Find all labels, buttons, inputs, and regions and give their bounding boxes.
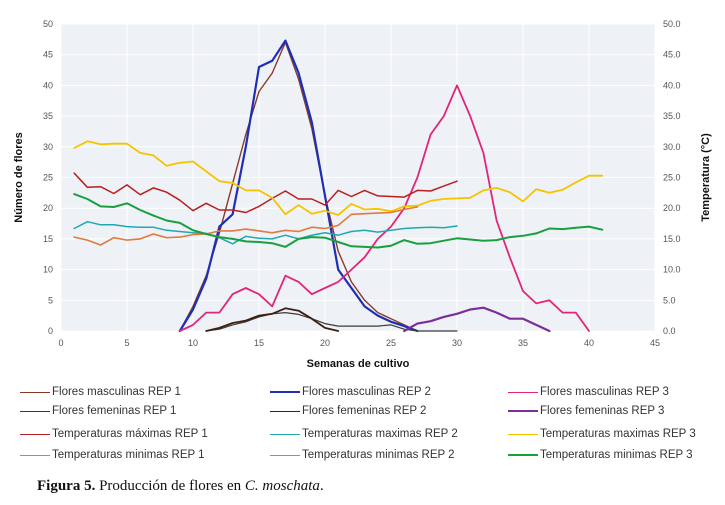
x-tick-label: 5 <box>124 338 129 348</box>
series-line-3 <box>178 84 590 332</box>
legend-label: Temperaturas minimas REP 2 <box>302 449 455 461</box>
series-line-12 <box>73 193 604 249</box>
legend-item: Flores masculinas REP 3 <box>508 384 669 400</box>
x-tick-label: 25 <box>386 338 396 348</box>
legend-label: Temperaturas maximas REP 2 <box>302 428 458 440</box>
legend-item: Flores femeninas REP 3 <box>508 403 664 419</box>
legend-swatch <box>270 391 300 393</box>
legend-swatch <box>20 454 50 456</box>
series-line-7 <box>73 172 458 214</box>
legend-swatch <box>20 433 50 435</box>
y-right-tick-label: 5.0 <box>663 295 676 305</box>
series-line-1 <box>179 41 419 332</box>
x-tick-label: 0 <box>58 338 63 348</box>
legend-label: Temperaturas minimas REP 1 <box>52 449 205 461</box>
legend-item: Flores femeninas REP 2 <box>270 403 426 419</box>
legend-item: Temperaturas minimas REP 3 <box>508 447 693 463</box>
series-line-5 <box>205 307 340 332</box>
caption-end: . <box>319 478 324 494</box>
legend-item: Temperaturas minimas REP 2 <box>270 447 455 463</box>
legend-item: Temperaturas minimas REP 1 <box>20 447 205 463</box>
y-right-tick-label: 45.0 <box>663 50 681 60</box>
y-left-tick-label: 45 <box>43 50 53 60</box>
y-left-axis-title: Número de flores <box>13 132 25 222</box>
series-line-6 <box>403 306 551 333</box>
legend-label: Temperaturas máximas REP 1 <box>52 428 208 440</box>
series-line-4 <box>205 312 458 332</box>
legend-label: Temperaturas maximas REP 3 <box>540 428 696 440</box>
legend-swatch <box>20 391 50 393</box>
legend-label: Temperaturas minimas REP 3 <box>540 449 693 461</box>
legend-item: Temperaturas maximas REP 3 <box>508 426 696 442</box>
series-line-11 <box>73 206 419 246</box>
y-right-tick-label: 0.0 <box>663 326 676 336</box>
legend-swatch <box>20 410 50 412</box>
y-right-tick-label: 30.0 <box>663 142 681 152</box>
legend-label: Flores masculinas REP 3 <box>540 386 669 398</box>
legend-label: Flores masculinas REP 1 <box>52 386 181 398</box>
legend-swatch <box>508 454 538 456</box>
legend-swatch <box>270 454 300 456</box>
chart-legend: Flores masculinas REP 1 Flores masculinas… <box>20 384 720 464</box>
y-right-tick-label: 10.0 <box>663 265 681 275</box>
x-axis-title: Semanas de cultivo <box>307 358 410 370</box>
y-right-tick-label: 35.0 <box>663 111 681 121</box>
x-tick-label: 35 <box>518 338 528 348</box>
figure-caption: Figura 5. Producción de flores en C. mos… <box>37 478 324 495</box>
y-left-tick-label: 0 <box>48 326 53 336</box>
legend-label: Flores femeninas REP 2 <box>302 405 427 417</box>
y-left-tick-label: 40 <box>43 80 53 90</box>
y-left-tick-label: 50 <box>43 19 53 29</box>
legend-swatch <box>508 391 538 393</box>
y-right-axis-title: Temperatura (°C) <box>700 133 712 222</box>
x-tick-label: 15 <box>254 338 264 348</box>
x-tick-label: 45 <box>650 338 660 348</box>
caption-text: Producción de flores en <box>95 478 245 494</box>
y-left-tick-label: 5 <box>48 295 53 305</box>
y-right-tick-label: 40.0 <box>663 80 681 90</box>
caption-label: Figura 5. <box>37 478 96 494</box>
legend-item: Flores masculinas REP 2 <box>270 384 431 400</box>
y-left-tick-label: 20 <box>43 203 53 213</box>
legend-item: Flores masculinas REP 1 <box>20 384 181 400</box>
y-left-tick-label: 25 <box>43 173 53 183</box>
legend-item: Temperaturas maximas REP 2 <box>270 426 458 442</box>
y-left-tick-label: 10 <box>43 265 53 275</box>
y-left-tick-label: 30 <box>43 142 53 152</box>
series-line-8 <box>73 220 458 245</box>
series-line-9 <box>73 140 604 216</box>
y-left-tick-label: 15 <box>43 234 53 244</box>
x-tick-label: 20 <box>320 338 330 348</box>
y-right-tick-label: 20.0 <box>663 203 681 213</box>
x-tick-label: 10 <box>188 338 198 348</box>
legend-label: Flores femeninas REP 1 <box>52 405 177 417</box>
legend-swatch <box>508 410 538 412</box>
y-right-tick-label: 50.0 <box>663 19 681 29</box>
flower-production-chart: 051015202530354045500.05.010.015.020.025… <box>13 19 712 370</box>
y-right-tick-label: 15.0 <box>663 234 681 244</box>
y-right-tick-label: 25.0 <box>663 173 681 183</box>
caption-species: C. moschata <box>244 478 320 494</box>
series-line-2 <box>178 39 419 333</box>
legend-swatch <box>270 410 300 412</box>
legend-label: Flores masculinas REP 2 <box>302 386 431 398</box>
legend-label: Flores femeninas REP 3 <box>540 405 665 417</box>
x-tick-label: 40 <box>584 338 594 348</box>
x-tick-label: 30 <box>452 338 462 348</box>
legend-swatch <box>508 433 538 435</box>
legend-item: Flores femeninas REP 1 <box>20 403 176 419</box>
y-left-tick-label: 35 <box>43 111 53 121</box>
legend-swatch <box>270 433 300 435</box>
legend-item: Temperaturas máximas REP 1 <box>20 426 208 442</box>
